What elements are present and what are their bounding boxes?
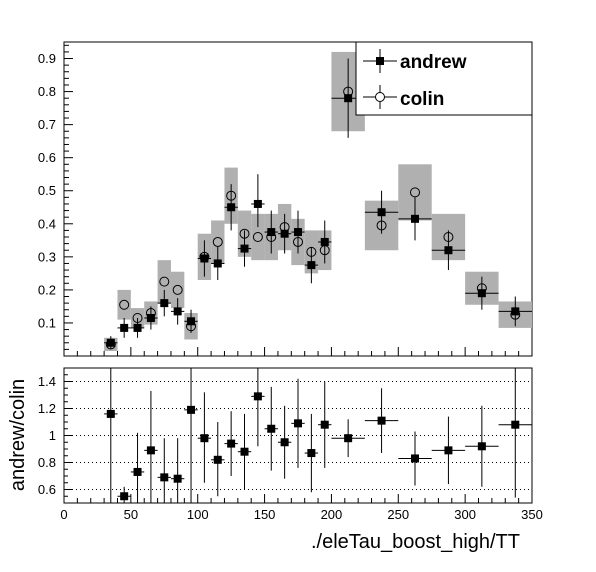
andrew-point — [444, 246, 452, 254]
andrew-point — [294, 228, 302, 236]
ratio-point — [307, 449, 315, 457]
ratio-x-tick-label: 200 — [321, 507, 343, 522]
legend: andrew colin — [356, 42, 532, 115]
andrew-point — [160, 299, 168, 307]
main-y-tick-label: 0.9 — [38, 51, 56, 66]
ratio-point — [378, 417, 386, 425]
ratio-point — [214, 456, 222, 464]
ratio-y-axis-title: andrew/colin — [7, 379, 29, 491]
andrew-point — [134, 324, 142, 332]
andrew-point — [241, 245, 249, 253]
ratio-point — [511, 421, 519, 429]
andrew-point — [120, 324, 128, 332]
ratio-y-tick-label: 1 — [49, 428, 56, 443]
main-y-tick-label: 0.6 — [38, 150, 56, 165]
ratio-point — [321, 421, 329, 429]
ratio-point — [444, 446, 452, 454]
legend-andrew-label: andrew — [400, 52, 467, 73]
ratio-point — [134, 468, 142, 476]
ratio-point — [411, 454, 419, 462]
ratio-point — [281, 438, 289, 446]
andrew-point — [174, 307, 182, 315]
ratio-x-tick-label: 100 — [187, 507, 209, 522]
andrew-point — [214, 259, 222, 267]
main-y-tick-label: 0.5 — [38, 183, 56, 198]
ratio-x-tick-label: 50 — [124, 507, 138, 522]
andrew-point — [254, 200, 262, 208]
andrew-point — [411, 215, 419, 223]
andrew-point — [227, 203, 235, 211]
main-y-tick-label: 0.1 — [38, 315, 56, 330]
ratio-point — [344, 434, 352, 442]
ratio-point — [120, 492, 128, 500]
ratio-point — [187, 406, 195, 414]
ratio-y-tick-label: 1.4 — [38, 374, 56, 389]
main-y-tick-label: 0.7 — [38, 117, 56, 132]
legend-colin-marker — [376, 93, 385, 102]
ratio-point — [267, 425, 275, 433]
ratio-x-tick-label: 350 — [521, 507, 543, 522]
ratio-point — [294, 419, 302, 427]
ratio-x-tick-label: 300 — [454, 507, 476, 522]
main-y-tick-label: 0.3 — [38, 249, 56, 264]
ratio-point — [147, 446, 155, 454]
ratio-y-tick-label: 1.2 — [38, 401, 56, 416]
ratio-y-tick-label: 0.6 — [38, 482, 56, 497]
main-y-tick-label: 0.8 — [38, 84, 56, 99]
ratio-x-tick-label: 250 — [387, 507, 409, 522]
ratio-point — [160, 473, 168, 481]
legend-andrew-marker — [376, 57, 384, 65]
ratio-point — [200, 434, 208, 442]
ratio-point — [254, 392, 262, 400]
x-axis-title: ./eleTau_boost_high/TT — [311, 531, 520, 553]
ratio-point — [478, 442, 486, 450]
andrew-point — [307, 261, 315, 269]
ratio-point — [227, 440, 235, 448]
andrew-point — [321, 238, 329, 246]
ratio-x-tick-label: 150 — [254, 507, 276, 522]
main-y-tick-label: 0.2 — [38, 282, 56, 297]
ratio-y-tick-label: 0.8 — [38, 455, 56, 470]
andrew-point — [378, 208, 386, 216]
ratio-x-tick-label: 0 — [60, 507, 67, 522]
ratio-point — [107, 410, 115, 418]
ratio-point — [174, 475, 182, 483]
ratio-point — [241, 448, 249, 456]
main-y-tick-label: 0.4 — [38, 216, 56, 231]
legend-colin-label: colin — [400, 89, 444, 110]
